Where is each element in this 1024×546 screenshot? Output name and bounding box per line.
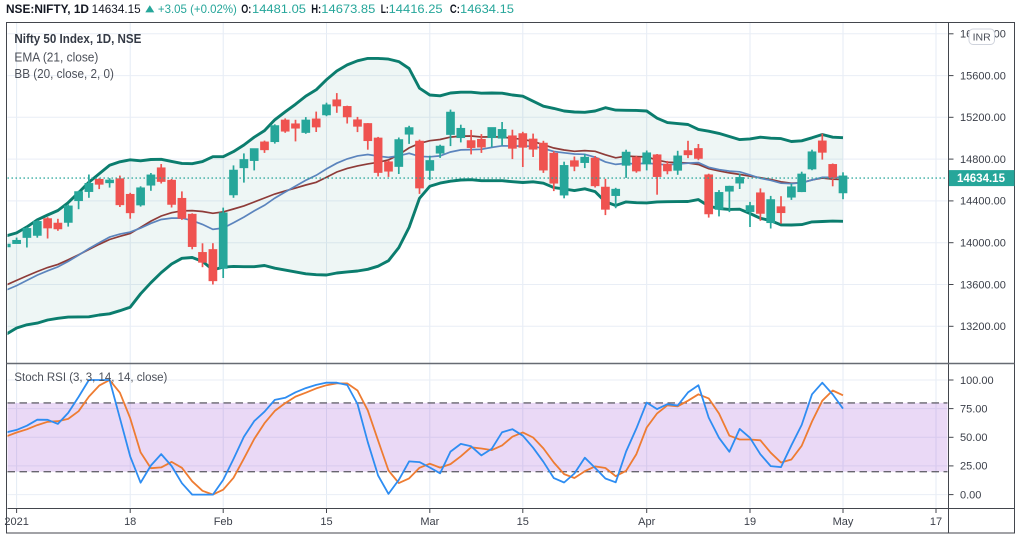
- svg-text:15: 15: [320, 516, 332, 528]
- svg-text:0.00: 0.00: [960, 489, 981, 501]
- svg-text:14000.00: 14000.00: [960, 238, 1006, 250]
- svg-text:15600.00: 15600.00: [960, 70, 1006, 82]
- svg-text:2021: 2021: [4, 516, 28, 528]
- svg-text:Apr: Apr: [638, 516, 655, 528]
- svg-text:NSE:NIFTY, 1D: NSE:NIFTY, 1D: [6, 3, 89, 16]
- svg-text:14634.15: 14634.15: [957, 173, 1006, 185]
- svg-text:18: 18: [124, 516, 136, 528]
- svg-text:H:: H:: [311, 3, 321, 16]
- svg-text:100.00: 100.00: [960, 375, 994, 387]
- svg-text:+3.05 (+0.02%): +3.05 (+0.02%): [158, 3, 237, 16]
- svg-text:C:: C:: [450, 3, 460, 16]
- svg-text:14634.15: 14634.15: [460, 3, 514, 16]
- svg-text:14400.00: 14400.00: [960, 196, 1006, 208]
- svg-text:14634.15: 14634.15: [92, 3, 141, 16]
- svg-text:13200.00: 13200.00: [960, 321, 1006, 333]
- svg-text:Feb: Feb: [214, 516, 233, 528]
- svg-text:14800.00: 14800.00: [960, 154, 1006, 166]
- svg-text:INR: INR: [973, 32, 992, 44]
- svg-text:14416.25: 14416.25: [389, 3, 443, 16]
- svg-text:BB (20, close, 2, 0): BB (20, close, 2, 0): [14, 67, 114, 81]
- svg-text:Nifty 50 Index, 1D, NSE: Nifty 50 Index, 1D, NSE: [14, 32, 141, 46]
- svg-text:EMA (21, close): EMA (21, close): [14, 50, 98, 64]
- svg-text:19: 19: [744, 516, 756, 528]
- svg-text:15200.00: 15200.00: [960, 112, 1006, 124]
- svg-text:50.00: 50.00: [960, 432, 988, 444]
- svg-text:15: 15: [517, 516, 529, 528]
- svg-text:O:: O:: [241, 3, 251, 16]
- svg-text:14481.05: 14481.05: [252, 3, 306, 16]
- svg-text:17: 17: [930, 516, 942, 528]
- svg-text:L:: L:: [381, 3, 389, 16]
- svg-text:13600.00: 13600.00: [960, 279, 1006, 291]
- svg-text:25.00: 25.00: [960, 461, 988, 473]
- svg-text:Stoch RSI (3, 3, 14, 14, close: Stoch RSI (3, 3, 14, 14, close): [14, 370, 167, 384]
- svg-text:75.00: 75.00: [960, 403, 988, 415]
- svg-text:May: May: [833, 516, 854, 528]
- svg-text:14673.85: 14673.85: [321, 3, 375, 16]
- svg-text:Mar: Mar: [420, 516, 439, 528]
